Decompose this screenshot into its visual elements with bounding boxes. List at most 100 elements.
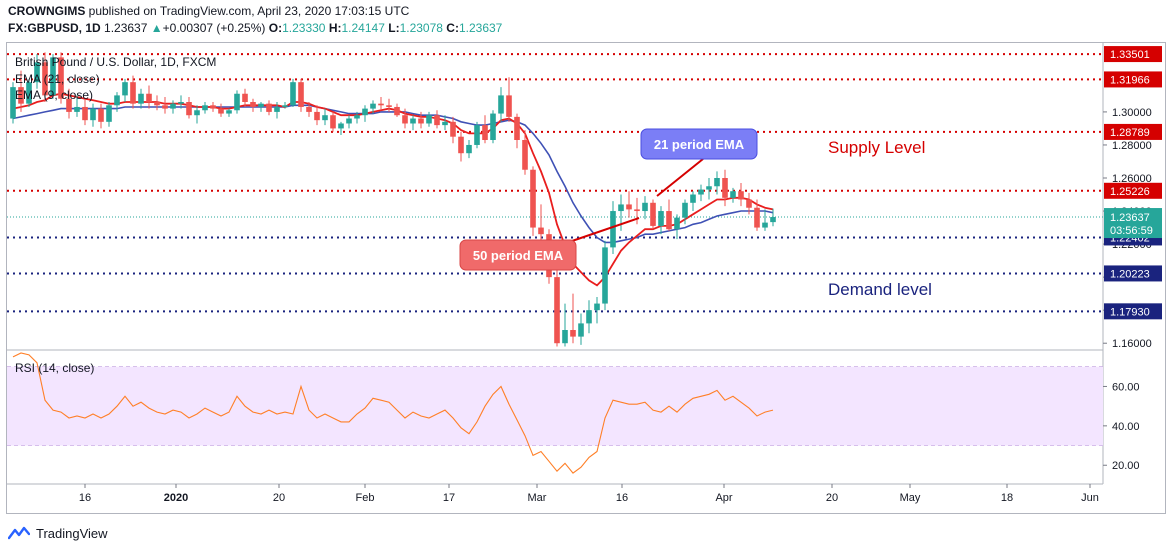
candle-body [578, 323, 584, 337]
candle [386, 98, 392, 112]
candle-body [626, 204, 632, 210]
candle [346, 115, 352, 129]
candle [402, 108, 408, 129]
candle-body [50, 57, 56, 96]
candle [122, 78, 128, 102]
candle-body [298, 82, 304, 107]
candle-body [74, 106, 80, 112]
publisher-name[interactable]: CROWNGIMS [8, 4, 86, 18]
candle-body [426, 115, 432, 124]
candle [290, 78, 296, 107]
candle-body [82, 106, 88, 121]
last-price-label: 1.23637 [1110, 212, 1150, 224]
candle-body [394, 106, 400, 116]
candle [442, 115, 448, 131]
candle-body [354, 115, 360, 119]
candle-body [338, 123, 344, 129]
candle [114, 92, 120, 112]
candle [250, 98, 256, 112]
candle-body [610, 211, 616, 248]
candle-body [58, 57, 64, 99]
candle [626, 191, 632, 218]
candle [82, 98, 88, 126]
countdown-label: 03:56:59 [1110, 225, 1153, 237]
candle [450, 116, 456, 144]
candle [18, 70, 24, 112]
candle [306, 102, 312, 117]
rsi-tick-label: 20.00 [1112, 460, 1140, 472]
candle-body [762, 222, 768, 228]
rsi-tick-label: 40.00 [1112, 421, 1140, 433]
candle [522, 130, 528, 175]
candle-body [138, 93, 144, 104]
candle [170, 100, 176, 114]
candle-body [386, 105, 392, 107]
candle-body [570, 330, 576, 337]
candle [474, 121, 480, 149]
candle-body [482, 125, 488, 140]
candle-body [594, 303, 600, 311]
candle-body [234, 93, 240, 111]
candle-body [586, 310, 592, 324]
candle-body [746, 199, 752, 208]
candle-body [498, 95, 504, 114]
candle-body [122, 82, 128, 96]
candle-body [210, 105, 216, 109]
candle [506, 77, 512, 122]
candle-body [130, 82, 136, 104]
price-tick-label: 1.16000 [1112, 338, 1152, 350]
candle-body [346, 118, 352, 124]
candle-body [418, 118, 424, 124]
time-tick-label: Mar [528, 492, 547, 504]
candle-body [490, 113, 496, 140]
candle-body [186, 102, 192, 116]
publish-line: CROWNGIMS published on TradingView.com, … [8, 3, 1168, 20]
time-tick-label: 20 [273, 492, 285, 504]
time-tick-label: 20 [826, 492, 838, 504]
level-price-label: 1.17930 [1110, 306, 1150, 318]
time-tick-label: 16 [616, 492, 628, 504]
candle [146, 85, 152, 109]
candle [242, 88, 248, 107]
candle [714, 171, 720, 195]
rsi-legend: RSI (14, close) [15, 361, 94, 375]
level-price-tag [1104, 303, 1162, 320]
ema21-legend: EMA (21, close) [15, 72, 100, 86]
candle-body [474, 125, 480, 145]
candle-body [530, 169, 536, 228]
candle-body [714, 178, 720, 187]
candle [586, 300, 592, 334]
candle-body [258, 103, 264, 107]
quote-line: FX:GBPUSD, 1D 1.23637 ▲+0.00307 (+0.25%)… [8, 20, 1168, 37]
ema50-callout-text: 50 period EMA [473, 248, 564, 263]
candle [578, 313, 584, 345]
candle-body [42, 62, 48, 96]
open-value: 1.23330 [282, 21, 326, 35]
level-price-label: 1.31966 [1110, 74, 1150, 86]
chart-canvas[interactable]: 1.300001.280001.260001.240001.220001.200… [7, 43, 1165, 513]
candle [682, 199, 688, 225]
chart-frame[interactable]: 1.300001.280001.260001.240001.220001.200… [6, 42, 1166, 514]
candle-body [10, 87, 16, 119]
candle-body [330, 115, 336, 129]
candle-body [154, 102, 160, 106]
candle [218, 103, 224, 117]
supply-level-label: Supply Level [828, 138, 925, 157]
footer-brand[interactable]: TradingView [36, 525, 108, 541]
candle-body [554, 277, 560, 344]
level-price-tag [1104, 46, 1162, 63]
tradingview-logo-icon [8, 526, 30, 540]
time-tick-label: Jun [1081, 492, 1099, 504]
candle [762, 209, 768, 231]
time-tick-label: Feb [356, 492, 375, 504]
candle [178, 95, 184, 109]
candle-body [450, 121, 456, 137]
up-arrow-icon: ▲ [150, 21, 163, 35]
candle [690, 191, 696, 212]
rsi-line [12, 352, 774, 474]
candle [666, 199, 672, 231]
price-change: +0.00307 (+0.25%) [162, 21, 266, 35]
ema9-line [12, 92, 774, 287]
candle-body [698, 189, 704, 195]
candle-body [26, 82, 32, 104]
